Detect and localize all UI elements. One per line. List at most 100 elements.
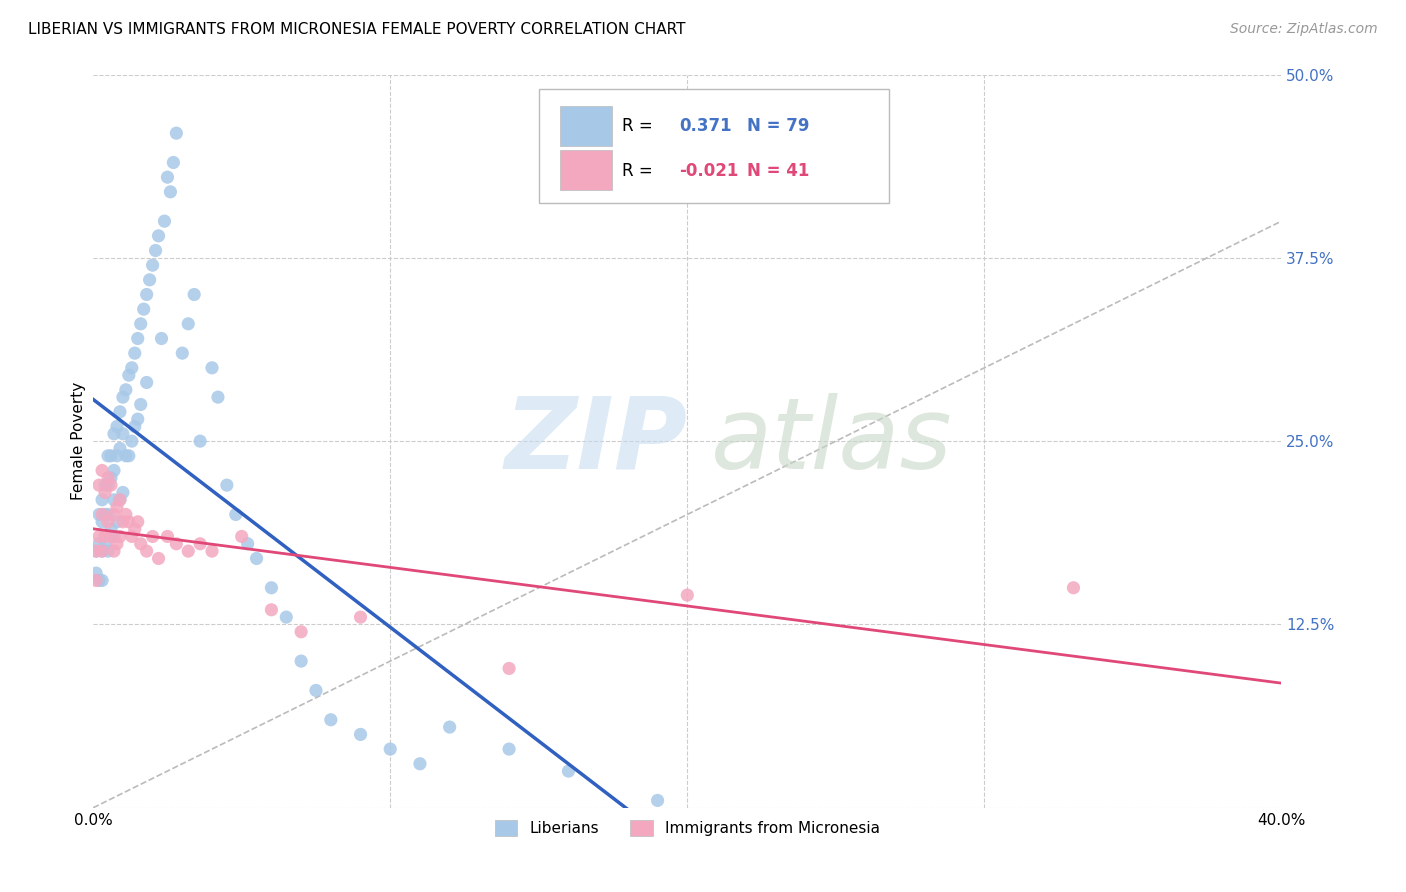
- Point: [100, 522, 122, 536]
- Point: [124, 346, 146, 360]
- Point: [103, 544, 125, 558]
- Point: [148, 551, 170, 566]
- Point: [349, 727, 371, 741]
- Point: [91, 574, 114, 588]
- Point: [97, 449, 120, 463]
- Point: [188, 537, 211, 551]
- Point: [108, 405, 131, 419]
- Point: [97, 508, 120, 522]
- Point: [115, 383, 138, 397]
- Point: [89, 574, 111, 588]
- Point: [150, 331, 173, 345]
- Point: [557, 764, 579, 778]
- Text: LIBERIAN VS IMMIGRANTS FROM MICRONESIA FEMALE POVERTY CORRELATION CHART: LIBERIAN VS IMMIGRANTS FROM MICRONESIA F…: [28, 22, 686, 37]
- Point: [89, 529, 111, 543]
- Point: [276, 610, 298, 624]
- Point: [108, 529, 131, 543]
- Point: [100, 478, 122, 492]
- Point: [97, 478, 120, 492]
- Point: [89, 508, 111, 522]
- Point: [89, 537, 111, 551]
- Point: [111, 426, 134, 441]
- Point: [156, 170, 179, 185]
- Point: [84, 566, 107, 581]
- Point: [132, 302, 155, 317]
- Point: [91, 508, 114, 522]
- Point: [105, 500, 128, 515]
- Text: 0.371: 0.371: [679, 117, 731, 135]
- Point: [103, 463, 125, 477]
- Point: [118, 449, 141, 463]
- Point: [84, 544, 107, 558]
- Point: [319, 713, 342, 727]
- FancyBboxPatch shape: [560, 106, 613, 145]
- Point: [201, 360, 224, 375]
- Point: [129, 537, 152, 551]
- Point: [84, 574, 107, 588]
- Point: [97, 515, 120, 529]
- Point: [111, 390, 134, 404]
- Text: N = 79: N = 79: [747, 117, 810, 135]
- Point: [215, 478, 238, 492]
- Point: [439, 720, 461, 734]
- Point: [380, 742, 402, 756]
- Point: [177, 317, 200, 331]
- Point: [260, 581, 283, 595]
- Text: -0.021: -0.021: [679, 162, 738, 180]
- Point: [91, 463, 114, 477]
- Point: [159, 185, 181, 199]
- Point: [135, 544, 157, 558]
- Point: [290, 624, 312, 639]
- Point: [188, 434, 211, 449]
- Point: [91, 492, 114, 507]
- Point: [129, 317, 152, 331]
- Point: [245, 551, 267, 566]
- Point: [225, 508, 247, 522]
- Point: [121, 360, 143, 375]
- Point: [236, 537, 259, 551]
- Point: [138, 273, 160, 287]
- Point: [676, 588, 699, 602]
- Point: [91, 544, 114, 558]
- Point: [135, 287, 157, 301]
- Point: [148, 228, 170, 243]
- Point: [100, 471, 122, 485]
- Text: N = 41: N = 41: [747, 162, 808, 180]
- Point: [290, 654, 312, 668]
- Point: [118, 368, 141, 383]
- Point: [100, 529, 122, 543]
- Point: [409, 756, 432, 771]
- Point: [94, 537, 117, 551]
- Point: [103, 529, 125, 543]
- Point: [91, 515, 114, 529]
- Text: Source: ZipAtlas.com: Source: ZipAtlas.com: [1230, 22, 1378, 37]
- Point: [124, 419, 146, 434]
- Point: [115, 508, 138, 522]
- Point: [89, 478, 111, 492]
- Legend: Liberians, Immigrants from Micronesia: Liberians, Immigrants from Micronesia: [486, 813, 887, 844]
- Point: [105, 449, 128, 463]
- Point: [94, 508, 117, 522]
- Point: [97, 544, 120, 558]
- Point: [115, 449, 138, 463]
- Point: [162, 155, 184, 169]
- Point: [103, 508, 125, 522]
- Point: [165, 537, 187, 551]
- Point: [260, 603, 283, 617]
- Point: [84, 544, 107, 558]
- Point: [127, 331, 149, 345]
- Point: [100, 449, 122, 463]
- Point: [201, 544, 224, 558]
- Point: [498, 661, 520, 675]
- Point: [91, 544, 114, 558]
- Point: [135, 376, 157, 390]
- Text: atlas: atlas: [711, 392, 953, 490]
- Point: [153, 214, 176, 228]
- Point: [127, 515, 149, 529]
- Point: [305, 683, 328, 698]
- Point: [108, 492, 131, 507]
- Point: [94, 485, 117, 500]
- Point: [165, 126, 187, 140]
- Point: [349, 610, 371, 624]
- Point: [129, 397, 152, 411]
